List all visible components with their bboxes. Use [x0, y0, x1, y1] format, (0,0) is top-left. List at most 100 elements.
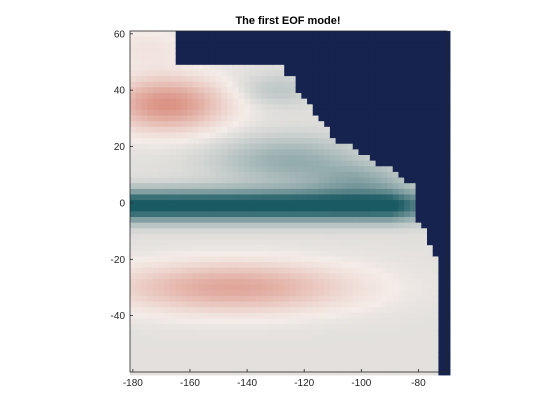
heatmap-cell [147, 346, 154, 353]
heatmap-cell [341, 329, 348, 336]
heatmap-cell [375, 149, 382, 156]
heatmap-cell [318, 98, 325, 105]
heatmap-cell [409, 183, 417, 190]
heatmap-cell [335, 183, 342, 190]
heatmap-cell [238, 245, 245, 252]
heatmap-cell [335, 239, 342, 246]
heatmap-cell [255, 250, 262, 258]
heatmap-cell [364, 273, 371, 280]
heatmap-cell [267, 53, 274, 60]
heatmap-cell [249, 217, 257, 224]
heatmap-cell [261, 36, 268, 43]
heatmap-cell [421, 200, 428, 207]
heatmap-cell [278, 177, 285, 184]
heatmap-cell [358, 267, 365, 274]
heatmap-cell [295, 301, 302, 308]
heatmap-cell [404, 335, 411, 342]
heatmap-cell [289, 126, 297, 134]
heatmap-cell [387, 36, 394, 43]
heatmap-cell [192, 233, 200, 241]
heatmap-cell [272, 250, 280, 258]
heatmap-cell [209, 64, 217, 72]
heatmap-cell [249, 205, 257, 212]
heatmap-cell [215, 87, 222, 94]
heatmap-cell [421, 98, 428, 105]
heatmap-cell [187, 104, 194, 111]
heatmap-cell [204, 312, 211, 320]
heatmap-cell [358, 121, 365, 128]
heatmap-cell [238, 143, 245, 150]
heatmap-cell [301, 284, 308, 291]
heatmap-cell [232, 188, 240, 196]
heatmap-cell [301, 64, 308, 72]
heatmap-cell [335, 155, 342, 162]
heatmap-cell [312, 290, 320, 297]
heatmap-cell [335, 324, 342, 331]
heatmap-cell [364, 64, 371, 72]
heatmap-cell [364, 171, 371, 179]
heatmap-cell [421, 256, 428, 263]
heatmap-cell [352, 121, 360, 128]
heatmap-cell [392, 126, 400, 134]
heatmap-cell [227, 166, 234, 173]
heatmap-cell [352, 155, 360, 162]
heatmap-cell [369, 250, 377, 258]
heatmap-cell [392, 115, 400, 122]
heatmap-cell [227, 59, 234, 66]
heatmap-cell [278, 76, 285, 83]
heatmap-cell [204, 177, 211, 184]
heatmap-cell [381, 335, 388, 342]
heatmap-cell [335, 307, 342, 314]
heatmap-cell [147, 211, 154, 218]
heatmap-cell [215, 149, 222, 156]
heatmap-cell [221, 256, 228, 263]
heatmap-cell [227, 217, 234, 224]
heatmap-cell [267, 329, 274, 336]
heatmap-cell [409, 217, 417, 224]
heatmap-cell [209, 200, 217, 207]
heatmap-cell [278, 160, 285, 167]
heatmap-cell [249, 290, 257, 297]
heatmap-cell [215, 335, 222, 342]
heatmap-cell [324, 143, 331, 150]
heatmap-cell [261, 357, 268, 365]
heatmap-cell [221, 166, 228, 173]
heatmap-cell [438, 262, 445, 269]
heatmap-cell [209, 301, 217, 308]
heatmap-cell [318, 312, 325, 320]
heatmap-cell [261, 143, 268, 150]
heatmap-cell [352, 295, 360, 303]
heatmap-cell [130, 256, 137, 263]
heatmap-cell [289, 70, 297, 77]
heatmap-cell [392, 47, 400, 55]
heatmap-cell [278, 222, 285, 229]
heatmap-cell [352, 70, 360, 77]
heatmap-cell [198, 70, 205, 77]
heatmap-cell [318, 295, 325, 303]
heatmap-cell [364, 126, 371, 134]
heatmap-cell [324, 149, 331, 156]
heatmap-cell [352, 143, 360, 150]
heatmap-cell [432, 352, 440, 359]
heatmap-cell [415, 295, 422, 303]
heatmap-cell [289, 166, 297, 173]
heatmap-cell [204, 301, 211, 308]
heatmap-cell [267, 205, 274, 212]
heatmap-cell [261, 177, 268, 184]
heatmap-cell [244, 267, 251, 274]
heatmap-cell [198, 93, 205, 100]
heatmap-cell [135, 233, 143, 241]
heatmap-cell [387, 53, 394, 60]
heatmap-cell [307, 115, 314, 122]
heatmap-cell [404, 211, 411, 218]
heatmap-cell [278, 36, 285, 43]
heatmap-cell [364, 329, 371, 336]
heatmap-cell [381, 59, 388, 66]
heatmap-cell [318, 233, 325, 241]
heatmap-cell [289, 177, 297, 184]
heatmap-cell [175, 76, 182, 83]
heatmap-cell [255, 346, 262, 353]
heatmap-cell [278, 188, 285, 196]
heatmap-cell [232, 64, 240, 72]
heatmap-cell [204, 295, 211, 303]
